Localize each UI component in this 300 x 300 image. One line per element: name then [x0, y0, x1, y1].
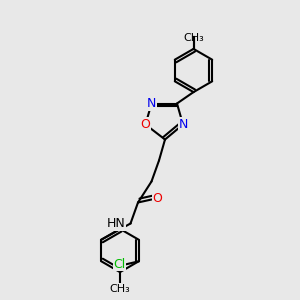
Text: O: O [153, 191, 162, 205]
Text: CH₃: CH₃ [110, 284, 130, 294]
Text: N: N [178, 118, 188, 131]
Text: N: N [147, 97, 156, 110]
Text: CH₃: CH₃ [183, 33, 204, 43]
Text: O: O [141, 118, 150, 131]
Text: HN: HN [106, 217, 125, 230]
Text: Cl: Cl [113, 258, 126, 271]
